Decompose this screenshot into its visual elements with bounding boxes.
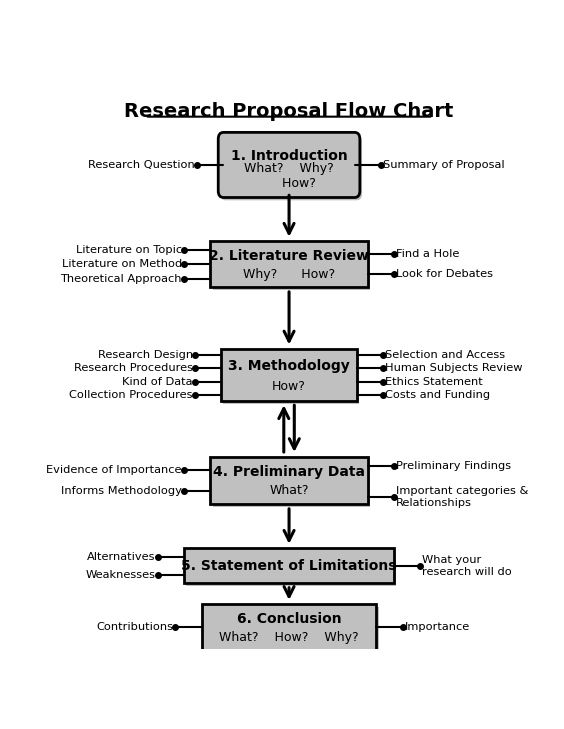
- Text: Kind of Data: Kind of Data: [122, 377, 193, 386]
- Text: Research Procedures: Research Procedures: [74, 363, 193, 373]
- Text: Research Design: Research Design: [98, 350, 193, 359]
- FancyBboxPatch shape: [218, 133, 360, 198]
- Text: What your
research will do: What your research will do: [422, 555, 512, 577]
- FancyBboxPatch shape: [221, 349, 357, 401]
- Text: Important categories &
Relationships: Important categories & Relationships: [396, 486, 528, 508]
- FancyBboxPatch shape: [186, 551, 396, 586]
- Text: Weaknesses: Weaknesses: [86, 570, 156, 580]
- Text: Evidence of Importance: Evidence of Importance: [46, 465, 182, 475]
- Text: Human Subjects Review: Human Subjects Review: [385, 363, 523, 373]
- Text: 3. Methodology: 3. Methodology: [228, 359, 350, 373]
- Text: Why?      How?: Why? How?: [243, 268, 335, 281]
- FancyBboxPatch shape: [223, 352, 359, 404]
- Text: Look for Debates: Look for Debates: [396, 270, 493, 279]
- FancyBboxPatch shape: [202, 604, 377, 650]
- Text: Contributions: Contributions: [96, 623, 173, 633]
- Text: Preliminary Findings: Preliminary Findings: [396, 461, 511, 471]
- FancyBboxPatch shape: [184, 548, 394, 583]
- Text: Research Proposal Flow Chart: Research Proposal Flow Chart: [125, 101, 453, 120]
- Text: How?: How?: [272, 380, 306, 393]
- Text: Alternatives: Alternatives: [87, 552, 156, 562]
- Text: 4. Preliminary Data: 4. Preliminary Data: [213, 465, 365, 479]
- Text: Theoretical Approach: Theoretical Approach: [60, 274, 182, 284]
- Text: Costs and Funding: Costs and Funding: [385, 390, 490, 400]
- Text: Selection and Access: Selection and Access: [385, 350, 505, 359]
- Text: What?: What?: [269, 484, 309, 497]
- Text: Ethics Statement: Ethics Statement: [385, 377, 483, 386]
- Text: 5. Statement of Limitations: 5. Statement of Limitations: [181, 558, 397, 573]
- Text: Research Question: Research Question: [89, 160, 195, 170]
- Text: Collection Procedures: Collection Procedures: [69, 390, 193, 400]
- Text: Literature on Topic: Literature on Topic: [76, 245, 182, 254]
- Text: Find a Hole: Find a Hole: [396, 249, 460, 260]
- Text: 1. Introduction: 1. Introduction: [231, 149, 347, 163]
- FancyBboxPatch shape: [213, 244, 370, 290]
- Text: Importance: Importance: [405, 623, 470, 633]
- FancyBboxPatch shape: [221, 135, 362, 200]
- FancyBboxPatch shape: [210, 241, 368, 287]
- Text: Literature on Method: Literature on Method: [61, 260, 182, 269]
- Text: What?    How?    Why?: What? How? Why?: [219, 631, 359, 644]
- Text: Summary of Proposal: Summary of Proposal: [383, 160, 505, 170]
- Text: Informs Methodology: Informs Methodology: [61, 486, 182, 496]
- FancyBboxPatch shape: [210, 456, 368, 504]
- FancyBboxPatch shape: [213, 459, 370, 507]
- Text: 2. Literature Review: 2. Literature Review: [209, 249, 369, 263]
- FancyBboxPatch shape: [204, 607, 378, 653]
- Text: What?    Why?
     How?: What? Why? How?: [244, 163, 334, 190]
- Text: 6. Conclusion: 6. Conclusion: [237, 612, 341, 626]
